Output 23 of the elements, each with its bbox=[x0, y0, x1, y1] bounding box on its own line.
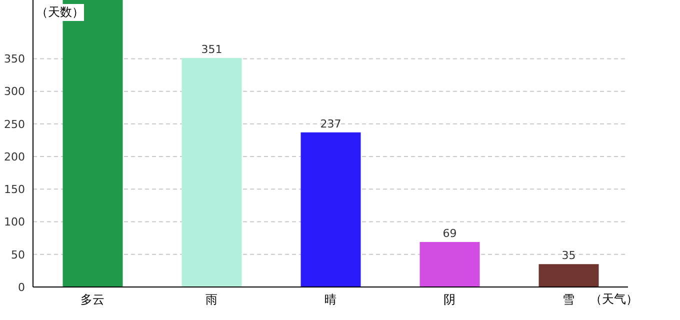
data-label: 351 bbox=[201, 43, 222, 56]
x-tick-label: 阴 bbox=[444, 292, 456, 307]
y-axis-title: （天数） bbox=[36, 4, 84, 21]
y-tick-label: 150 bbox=[4, 183, 25, 196]
bar bbox=[538, 264, 599, 287]
x-tick-label: 多云 bbox=[80, 292, 104, 307]
y-tick-label: 250 bbox=[4, 118, 25, 131]
bar bbox=[182, 58, 242, 287]
y-tick-label: 100 bbox=[4, 216, 25, 229]
y-tick-label: 300 bbox=[4, 85, 25, 98]
y-tick-label: 0 bbox=[18, 280, 25, 294]
x-tick-label: 晴 bbox=[324, 292, 336, 307]
y-tick-label: 200 bbox=[4, 150, 25, 164]
bar bbox=[300, 132, 361, 287]
bar bbox=[420, 242, 480, 287]
x-tick-label: 雨 bbox=[206, 292, 218, 307]
data-label: 35 bbox=[562, 249, 576, 262]
data-label: 237 bbox=[320, 117, 342, 130]
data-label: 69 bbox=[442, 226, 457, 240]
y-tick-label: 350 bbox=[4, 52, 25, 66]
x-axis-title: （天气） bbox=[590, 291, 638, 308]
y-tick-label: 50 bbox=[11, 248, 25, 262]
x-tick-label: 雪 bbox=[562, 292, 574, 307]
